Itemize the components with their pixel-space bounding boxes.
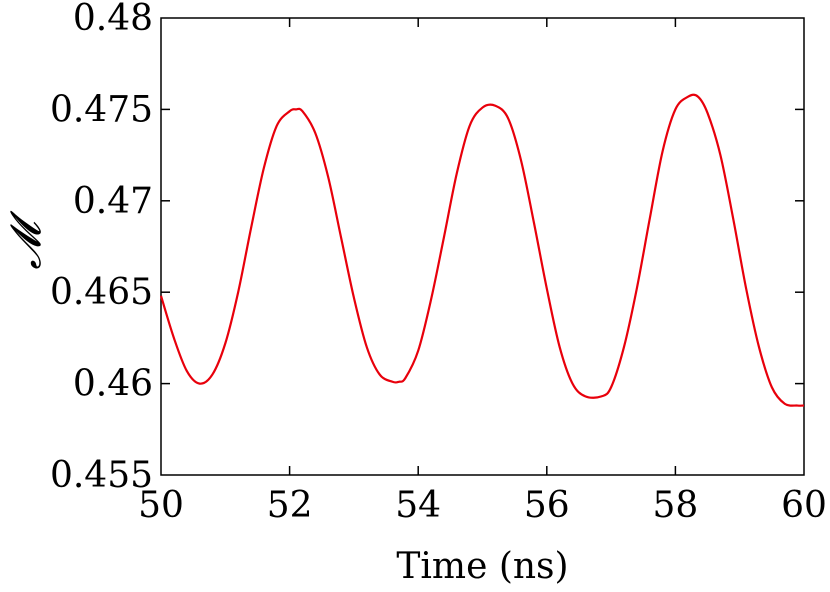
x-axis-title: Time (ns) <box>396 546 568 587</box>
y-tick-label: 0.465 <box>50 272 153 313</box>
x-tick-label: 54 <box>395 485 441 526</box>
x-tick-label: 56 <box>524 485 570 526</box>
x-tick-label: 52 <box>267 485 313 526</box>
y-tick-label: 0.46 <box>73 364 153 405</box>
plot-area-frame <box>160 17 805 476</box>
y-tick-label: 0.48 <box>73 0 153 39</box>
x-tick-label: 58 <box>652 485 698 526</box>
x-tick-label: 50 <box>138 485 184 526</box>
y-tick-label: 0.475 <box>50 89 153 130</box>
y-axis-title: 𝓜 <box>1 211 50 270</box>
tick-labels: 50 52 54 56 58 60 0.455 0.46 0.465 0.47 0.475 0.48 <box>50 0 827 526</box>
x-tick-label: 60 <box>781 485 827 526</box>
series-line <box>159 93 805 407</box>
axis-ticks <box>161 18 804 475</box>
y-tick-label: 0.47 <box>73 181 153 222</box>
y-tick-label: 0.455 <box>50 455 153 496</box>
